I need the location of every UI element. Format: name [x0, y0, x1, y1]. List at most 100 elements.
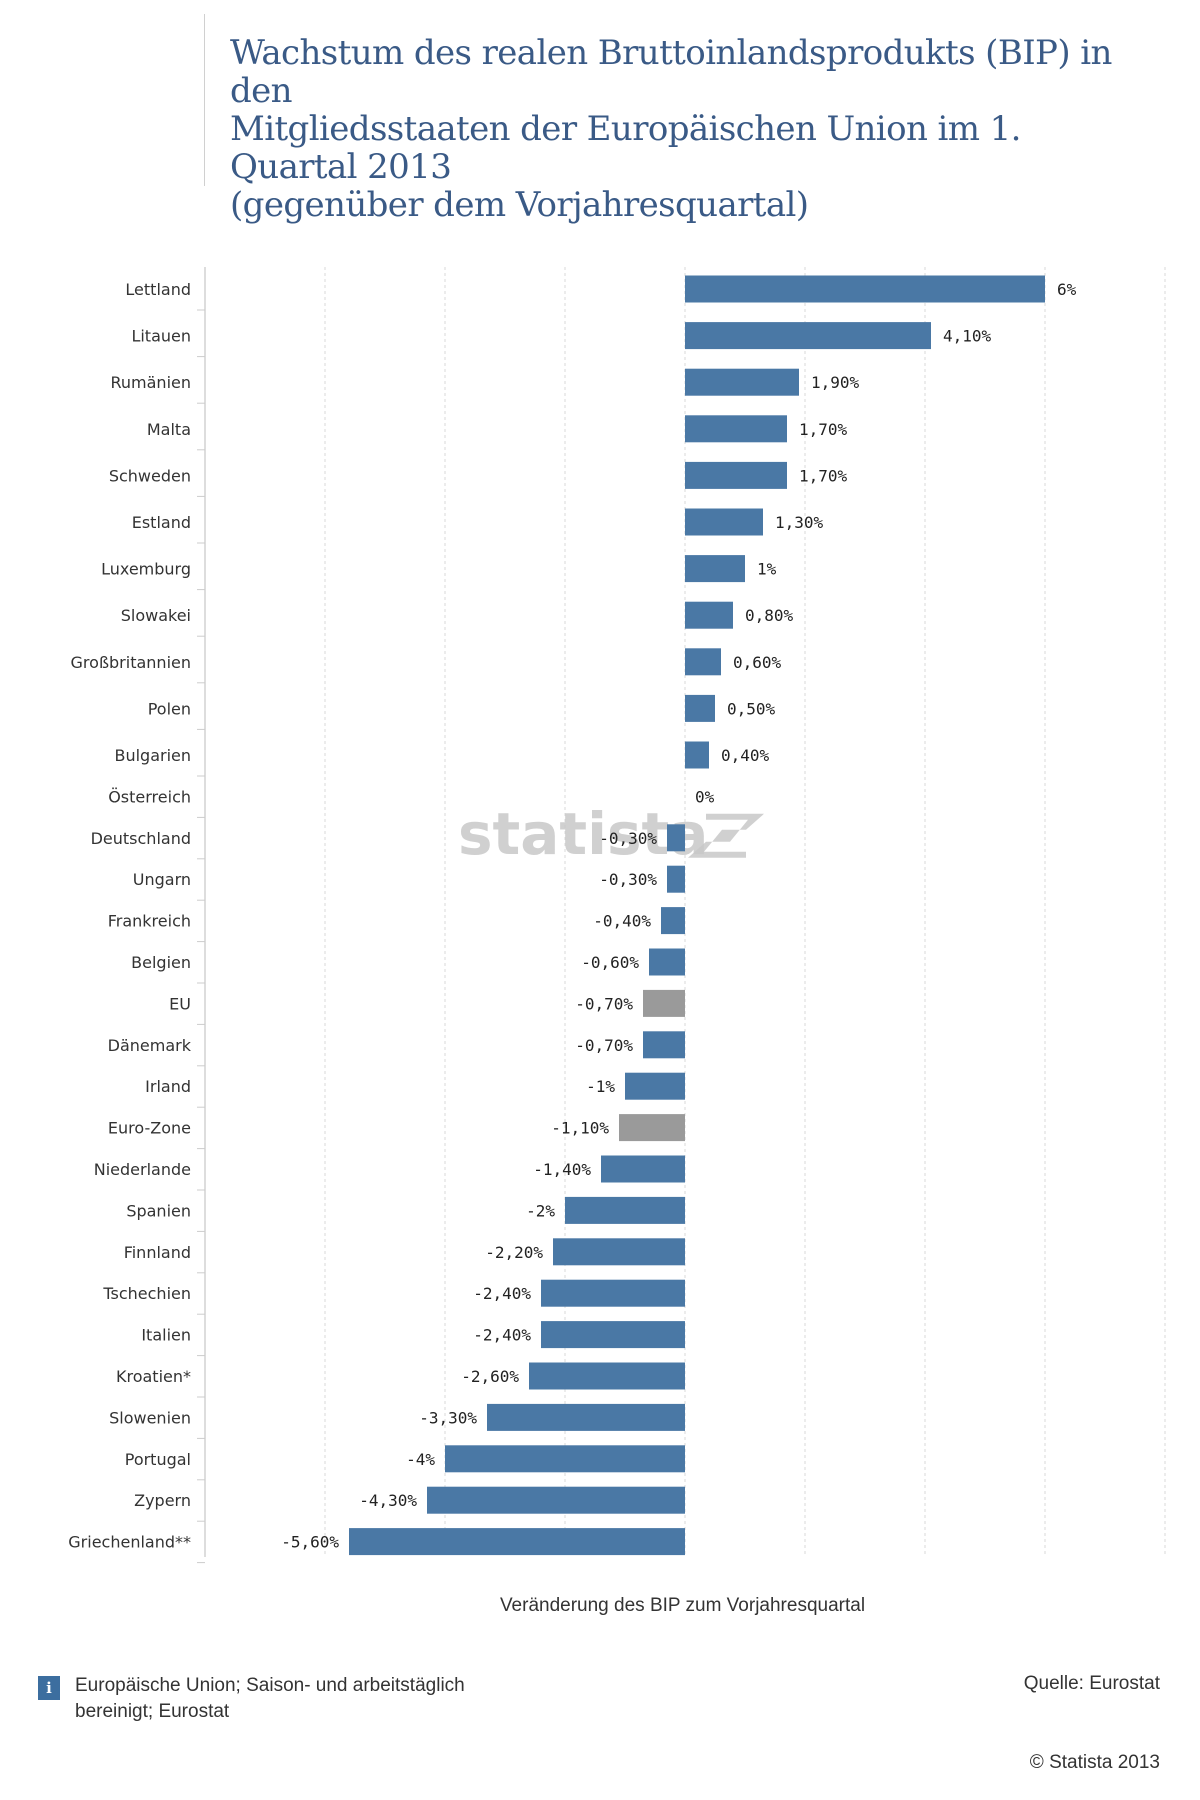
category-label: Tschechien	[102, 1284, 191, 1303]
bar	[625, 1072, 685, 1100]
category-label: Griechenland**	[68, 1533, 191, 1552]
chart-title: Wachstum des realen Bruttoinlandsprodukt…	[230, 34, 1130, 224]
category-label: Dänemark	[108, 1036, 192, 1055]
bar	[667, 824, 685, 852]
category-label: Luxemburg	[101, 560, 191, 579]
category-label: Schweden	[109, 466, 191, 485]
category-label: Euro-Zone	[108, 1119, 191, 1138]
category-label: Malta	[147, 420, 191, 439]
info-icon[interactable]: i	[38, 1676, 60, 1700]
category-label: EU	[169, 994, 191, 1013]
x-axis-label: Veränderung des BIP zum Vorjahresquartal	[499, 1595, 866, 1616]
category-label: Belgien	[131, 953, 191, 972]
data-label: -2,40%	[473, 1284, 531, 1303]
source-text: Quelle: Eurostat	[1023, 1673, 1160, 1694]
category-label: Bulgarien	[114, 746, 191, 765]
copyright-text: © Statista 2013	[1029, 1752, 1160, 1773]
data-label: 1,70%	[799, 466, 848, 485]
category-label: Zypern	[134, 1491, 191, 1510]
category-label: Kroatien*	[116, 1367, 191, 1386]
title-line: (gegenüber dem Vorjahresquartal)	[230, 185, 809, 225]
bar	[649, 948, 685, 976]
bar	[643, 1031, 685, 1059]
statista-logo-icon	[688, 813, 764, 858]
category-label: Portugal	[125, 1450, 191, 1469]
category-label: Spanien	[126, 1201, 191, 1220]
category-label: Lettland	[125, 280, 191, 299]
category-label: Niederlande	[94, 1160, 191, 1179]
bar	[565, 1196, 685, 1224]
bar	[667, 865, 685, 893]
title-divider	[204, 14, 205, 186]
bar	[553, 1238, 685, 1266]
bar	[487, 1403, 685, 1431]
category-label: Estland	[132, 513, 191, 532]
bar	[529, 1362, 685, 1390]
data-label: -2%	[526, 1201, 555, 1220]
footnote: Europäische Union; Saison- und arbeitstä…	[75, 1675, 465, 1722]
category-label: Deutschland	[91, 829, 191, 848]
title-line: Wachstum des realen Bruttoinlandsprodukt…	[230, 33, 1112, 111]
bar	[685, 601, 733, 629]
bar	[349, 1528, 685, 1556]
data-label: 0,50%	[727, 699, 776, 718]
data-label: 1,70%	[799, 420, 848, 439]
category-label: Finnland	[124, 1243, 191, 1262]
bar	[445, 1445, 685, 1473]
bar-chart: statista Lettland 6% Litauen 4,10% Rumänien 1,…	[68, 267, 1166, 1564]
title-line: Mitgliedsstaaten der Europäischen Union …	[230, 109, 1021, 187]
data-label: -0,60%	[581, 953, 639, 972]
bar	[541, 1279, 685, 1307]
category-label: Polen	[148, 699, 191, 718]
category-label: Slowakei	[121, 606, 191, 625]
data-label: 1,30%	[775, 513, 824, 532]
bar	[685, 648, 721, 676]
data-label: 1%	[757, 560, 777, 579]
data-label: -2,40%	[473, 1326, 531, 1345]
bar	[685, 368, 799, 396]
data-label: -4%	[406, 1450, 435, 1469]
bar	[685, 694, 715, 722]
data-label: -0,30%	[599, 870, 657, 889]
category-label: Großbritannien	[71, 653, 191, 672]
bar	[685, 741, 709, 769]
bar	[601, 1155, 685, 1183]
bar	[619, 1114, 685, 1142]
category-label: Rumänien	[111, 373, 192, 392]
category-label: Frankreich	[108, 912, 191, 931]
data-label: -4,30%	[359, 1491, 417, 1510]
data-label: 0,40%	[721, 746, 770, 765]
data-label: -0,30%	[599, 829, 657, 848]
bar	[685, 415, 787, 443]
category-label: Italien	[141, 1326, 191, 1345]
bar	[685, 461, 787, 489]
data-label: -3,30%	[419, 1408, 477, 1427]
data-label: 4,10%	[943, 327, 992, 346]
data-label: 1,90%	[811, 373, 860, 392]
data-label: 0%	[695, 787, 715, 806]
data-label: -1%	[586, 1077, 615, 1096]
category-label: Irland	[145, 1077, 191, 1096]
data-label: -0,70%	[575, 994, 633, 1013]
bar	[685, 555, 745, 583]
data-label: -5,60%	[281, 1533, 339, 1552]
data-label: 6%	[1057, 280, 1077, 299]
data-label: 0,60%	[733, 653, 782, 672]
bar	[661, 907, 685, 935]
data-label: 0,80%	[745, 606, 794, 625]
statista-watermark: statista	[458, 800, 708, 868]
bar	[643, 989, 685, 1017]
data-label: -0,70%	[575, 1036, 633, 1055]
category-label: Litauen	[131, 327, 191, 346]
category-label: Ungarn	[133, 870, 191, 889]
bar	[541, 1321, 685, 1349]
bar	[685, 275, 1045, 303]
bar	[685, 322, 931, 350]
bar	[685, 508, 763, 536]
data-label: -1,40%	[533, 1160, 591, 1179]
data-label: -0,40%	[593, 912, 651, 931]
data-label: -2,60%	[461, 1367, 519, 1386]
data-label: -1,10%	[551, 1119, 609, 1138]
data-label: -2,20%	[485, 1243, 543, 1262]
bar	[427, 1486, 685, 1514]
